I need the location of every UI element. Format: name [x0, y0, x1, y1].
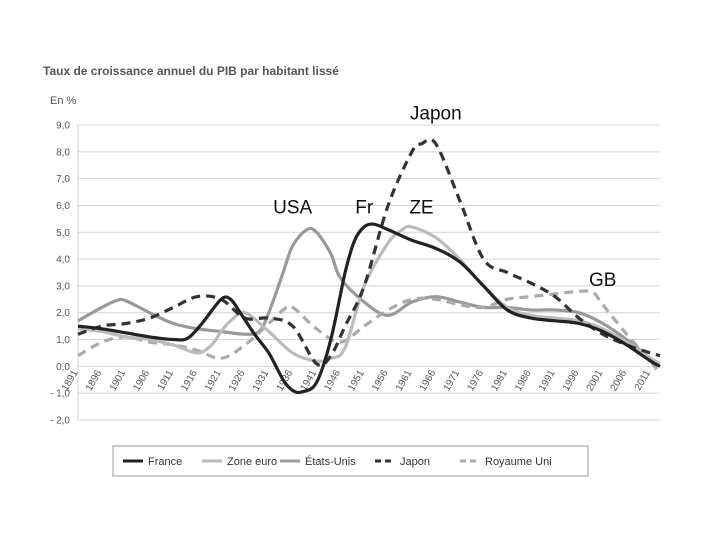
- legend-label: Zone euro: [227, 456, 277, 468]
- x-tick-label: 1986: [513, 368, 534, 393]
- y-tick-label: 6,0: [56, 201, 70, 212]
- x-tick-labels: 1891 1896 1901 1906 1911 1916 1921 1926 1931 1936…: [60, 368, 653, 393]
- y-axis-unit-label: En %: [50, 95, 77, 107]
- gridlines: [77, 124, 660, 421]
- series-line-royaume-uni: [77, 289, 662, 376]
- y-tick-label: - 2,0: [50, 416, 70, 427]
- legend-label: États-Unis: [305, 455, 356, 468]
- x-tick-label: 1896: [84, 368, 105, 393]
- annotation-label: ZE: [409, 198, 433, 219]
- annotations: Japon USA Fr ZE GB: [273, 104, 616, 291]
- x-tick-label: 1996: [561, 368, 582, 393]
- x-tick-label: 1916: [179, 368, 200, 393]
- annotation-label: Japon: [410, 104, 462, 125]
- x-tick-label: 2011: [633, 368, 653, 393]
- y-tick-label: 2,0: [56, 308, 70, 319]
- y-tick-label: 8,0: [56, 147, 70, 158]
- y-tick-label: 0,0: [56, 362, 70, 373]
- y-tick-label: - 1,0: [50, 389, 70, 400]
- x-tick-label: 2006: [609, 368, 630, 393]
- y-tick-labels: 9,0 8,0 7,0 6,0 5,0 4,0 3,0 2,0 1,0 0,0 - 1,0 - 2,0: [50, 121, 70, 427]
- y-tick-label: 1,0: [56, 335, 70, 346]
- x-tick-label: 1906: [132, 368, 153, 393]
- x-tick-label: 1901: [108, 368, 129, 393]
- y-tick-label: 9,0: [56, 121, 70, 132]
- legend-label: Royaume Uni: [485, 456, 552, 468]
- x-tick-label: 1931: [251, 368, 272, 393]
- series-line-zone-euro: [77, 224, 661, 366]
- series-line--tats-unis: [77, 226, 661, 366]
- x-tick-label: 1976: [465, 368, 486, 393]
- annotation-label: USA: [273, 198, 312, 219]
- legend: France Zone euro États-Unis Japon Royaume Un…: [112, 445, 589, 477]
- series-line-japon: [77, 137, 661, 367]
- legend-box: [112, 445, 589, 477]
- y-tick-label: 4,0: [56, 255, 70, 266]
- x-tick-label: 1971: [442, 368, 463, 393]
- x-tick-label: 1981: [489, 368, 510, 393]
- series-line-france: [77, 222, 661, 395]
- x-tick-label: 1946: [322, 368, 343, 393]
- x-tick-label: 1956: [370, 368, 391, 393]
- annotation-label: Fr: [355, 198, 374, 219]
- x-tick-label: 1911: [156, 368, 176, 393]
- chart-title: Taux de croissance annuel du PIB par hab…: [43, 64, 339, 78]
- legend-label: Japon: [400, 456, 430, 468]
- x-tick-label: 1961: [394, 368, 415, 393]
- x-tick-label: 1991: [537, 368, 558, 393]
- y-tick-label: 3,0: [56, 281, 70, 292]
- x-tick-label: 1921: [203, 368, 224, 393]
- annotation-label: GB: [589, 270, 616, 291]
- x-tick-label: 2001: [585, 368, 606, 393]
- y-tick-label: 5,0: [56, 228, 70, 239]
- x-tick-label: 1951: [346, 368, 367, 393]
- legend-label: France: [148, 456, 182, 468]
- x-tick-label: 1926: [227, 368, 248, 393]
- y-tick-label: 7,0: [56, 174, 70, 185]
- x-tick-label: 1966: [418, 368, 439, 393]
- series-lines: [77, 137, 662, 395]
